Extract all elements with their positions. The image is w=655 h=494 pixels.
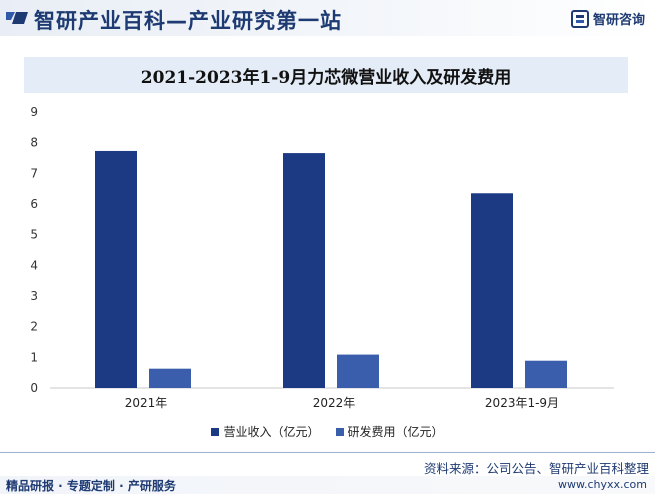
footer-tagline: 精品研报 · 专题定制 · 产研服务 bbox=[6, 479, 176, 493]
y-tick-label: 5 bbox=[30, 228, 38, 242]
y-tick-label: 0 bbox=[30, 381, 38, 395]
site-title: 智研产业百科—产业研究第一站 bbox=[34, 9, 342, 33]
y-tick-label: 8 bbox=[30, 136, 38, 150]
brand-logo: 智研咨询 bbox=[570, 9, 645, 28]
y-tick-label: 3 bbox=[30, 289, 38, 303]
x-tick-label: 2022年 bbox=[313, 396, 356, 410]
y-tick-label: 6 bbox=[30, 197, 38, 211]
x-tick-label: 2023年1-9月 bbox=[485, 396, 559, 410]
footer-url[interactable]: www.chyxx.com bbox=[557, 478, 647, 491]
bar-revenue bbox=[471, 193, 513, 388]
y-tick-label: 2 bbox=[30, 320, 38, 334]
bar-rd bbox=[149, 368, 191, 388]
data-source: 资料来源：公司公告、智研产业百科整理 bbox=[423, 461, 649, 476]
bar-chart: 0 1 2 3 4 5 6 7 8 9 2021年 2022年 2023年1-9月 bbox=[30, 105, 614, 410]
y-tick-label: 1 bbox=[30, 350, 38, 364]
y-tick-label: 7 bbox=[30, 166, 38, 180]
footer-bar: 精品研报 · 专题定制 · 产研服务 www.chyxx.com bbox=[0, 476, 655, 494]
bar-rd bbox=[525, 360, 567, 388]
legend-label-revenue: 营业收入（亿元） bbox=[223, 425, 320, 439]
y-tick-label: 9 bbox=[30, 105, 38, 119]
legend-item-rd: 研发费用（亿元） bbox=[335, 423, 444, 440]
top-banner: 智研产业百科—产业研究第一站 智研咨询 bbox=[0, 0, 655, 36]
x-tick-label: 2021年 bbox=[125, 396, 168, 410]
bar-rd bbox=[337, 354, 379, 388]
legend-label-rd: 研发费用（亿元） bbox=[347, 425, 444, 439]
chart-title-band: 2021-2023年1-9月力芯微营业收入及研发费用 bbox=[24, 57, 628, 93]
bar-revenue bbox=[95, 150, 137, 388]
brand-icon bbox=[570, 9, 589, 28]
chart-legend: 营业收入（亿元） 研发费用（亿元） bbox=[0, 423, 655, 440]
source-divider bbox=[0, 452, 655, 453]
brand-name: 智研咨询 bbox=[592, 13, 645, 28]
legend-swatch-revenue bbox=[211, 427, 220, 436]
chart-title: 2021-2023年1-9月力芯微营业收入及研发费用 bbox=[140, 67, 512, 88]
legend-swatch-rd bbox=[335, 427, 344, 436]
y-tick-label: 4 bbox=[30, 258, 38, 272]
bar-revenue bbox=[283, 153, 325, 388]
legend-item-revenue: 营业收入（亿元） bbox=[211, 423, 320, 440]
logo-mark-icon bbox=[6, 12, 28, 24]
